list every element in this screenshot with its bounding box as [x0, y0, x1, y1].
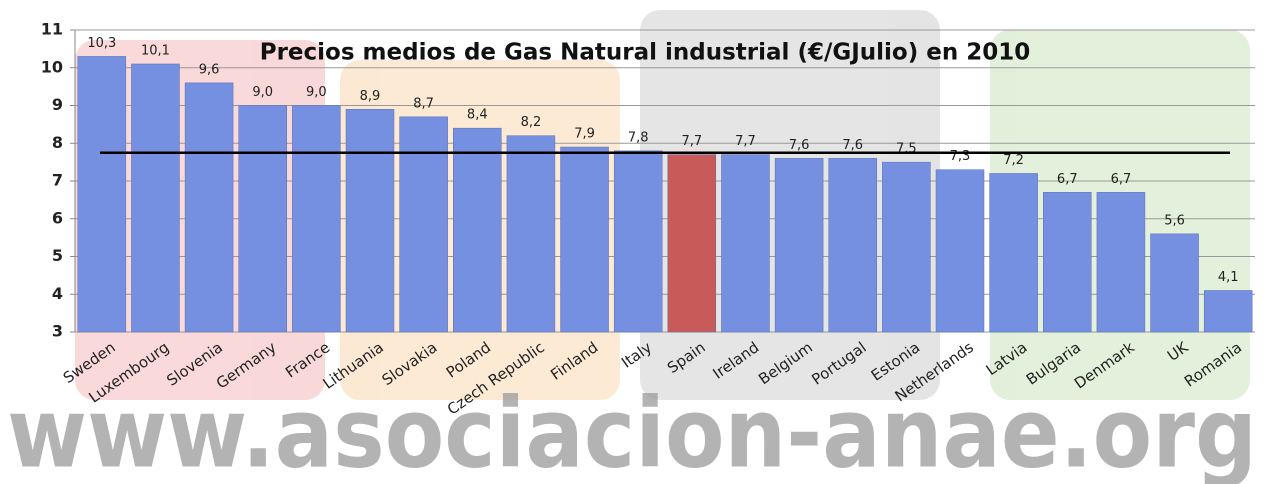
value-label: 8,2: [521, 115, 542, 130]
bar: [453, 127, 502, 333]
value-label: 4,1: [1218, 270, 1239, 285]
bar: [345, 109, 395, 333]
y-tick-label: 3: [52, 322, 63, 341]
bar: [292, 105, 341, 333]
value-label: 8,7: [413, 96, 434, 111]
value-label: 6,7: [1057, 172, 1078, 187]
bar: [989, 173, 1038, 333]
y-tick-label: 8: [52, 133, 63, 152]
y-tick-label: 9: [52, 95, 63, 114]
value-label: 10,3: [87, 36, 116, 51]
value-label: 9,0: [306, 85, 327, 100]
bar: [667, 154, 717, 333]
value-label: 7,6: [789, 138, 810, 153]
bar: [77, 56, 127, 333]
y-tick-label: 6: [52, 208, 63, 227]
bar: [1043, 192, 1092, 333]
bar: [1203, 290, 1253, 333]
value-label: 7,7: [681, 134, 702, 149]
bar: [131, 63, 180, 333]
bar: [1150, 233, 1199, 333]
value-label: 7,6: [842, 138, 863, 153]
y-tick-label: 11: [41, 20, 63, 39]
value-label: 7,8: [628, 130, 649, 145]
bar: [774, 158, 824, 333]
value-label: 7,9: [574, 127, 595, 142]
bar: [1096, 192, 1146, 333]
y-tick-label: 4: [52, 284, 63, 303]
value-label: 5,6: [1164, 213, 1185, 228]
bar: [828, 158, 877, 333]
value-label: 7,5: [896, 142, 917, 157]
value-label: 8,9: [360, 89, 381, 104]
bar: [721, 154, 770, 333]
bar: [399, 116, 448, 333]
value-label: 7,3: [950, 149, 971, 164]
y-tick-label: 5: [52, 246, 63, 265]
value-label: 7,7: [735, 134, 756, 149]
value-label: 6,7: [1111, 172, 1132, 187]
y-tick-label: 10: [41, 57, 63, 76]
watermark: www.asociacion-anae.org: [7, 377, 1257, 484]
bar: [184, 82, 234, 333]
bar: [238, 105, 287, 333]
bar: [613, 150, 663, 333]
bar: [560, 146, 609, 333]
y-tick-label: 7: [52, 171, 63, 190]
value-label: 8,4: [467, 108, 488, 123]
bar: [882, 161, 931, 333]
value-label: 10,1: [141, 43, 170, 58]
value-label: 7,2: [1003, 153, 1024, 168]
bar: [935, 169, 985, 333]
bar: [506, 135, 556, 333]
chart-title: Precios medios de Gas Natural industrial…: [260, 40, 1031, 66]
value-label: 9,0: [252, 85, 273, 100]
value-label: 9,6: [199, 62, 220, 77]
